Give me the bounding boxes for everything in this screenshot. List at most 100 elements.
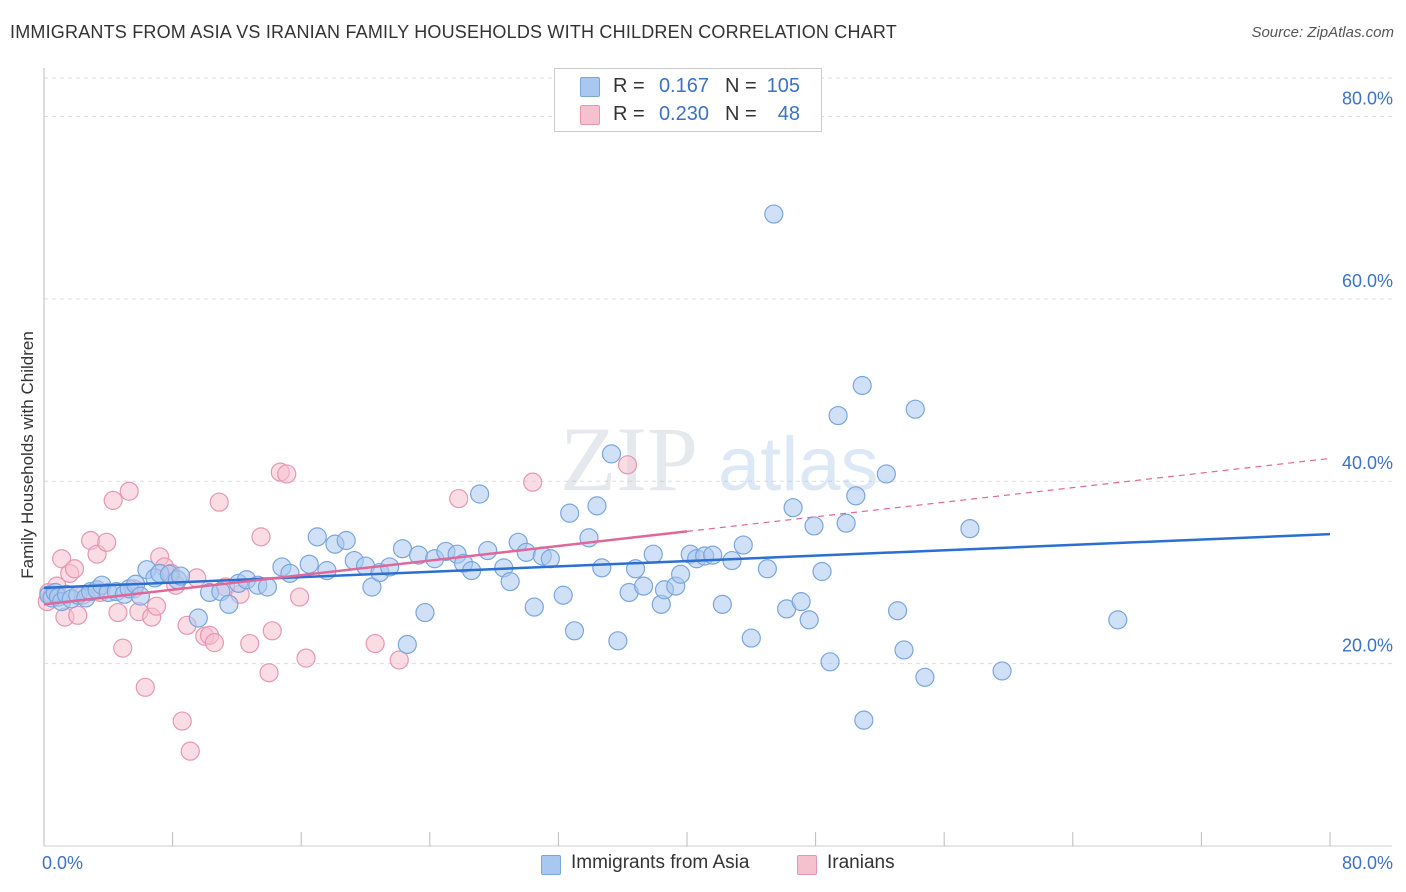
iranians-point (204, 633, 224, 653)
asia-point (670, 564, 691, 584)
series-iranians-points (37, 455, 638, 761)
asia-point (470, 484, 490, 504)
n-label: N = (725, 75, 757, 97)
asia-point (791, 592, 811, 612)
n-value: 105 (766, 75, 800, 97)
iranians-point (523, 472, 543, 492)
asia-point (601, 444, 622, 464)
series-asia-points (39, 204, 1128, 730)
x-ticks (43, 832, 1331, 846)
asia-point (564, 621, 585, 641)
asia-point (1108, 610, 1128, 630)
asia-point (820, 652, 840, 672)
asia-point (608, 631, 628, 651)
asia-point (219, 594, 239, 614)
iranians-point (172, 711, 192, 731)
iranians-point (251, 527, 271, 547)
asia-point (804, 516, 824, 536)
iranians-point (103, 490, 123, 510)
x-tick-label-max: 80.0% (1342, 853, 1393, 873)
asia-point (587, 496, 607, 516)
trend-lines (43, 457, 1331, 606)
legend-label: Immigrants from Asia (571, 852, 750, 873)
iranians-trend-line (43, 530, 688, 606)
asia-point (757, 559, 777, 579)
asia-point (171, 566, 191, 586)
stats-row-asia: R = 0.167 N = 105 (555, 72, 821, 100)
asia-point (540, 549, 560, 569)
asia-point (130, 586, 151, 606)
asia-point (799, 610, 819, 630)
asia-point (362, 577, 382, 597)
iranians-point (64, 559, 85, 579)
iranians-point (209, 492, 229, 512)
iranians-point (389, 650, 409, 670)
stats-row-iranians: R = 0.230 N = 48 (555, 100, 821, 128)
iranians-point (187, 568, 207, 588)
asia-point (280, 563, 300, 583)
asia-point (643, 544, 663, 564)
asia-point (336, 530, 356, 551)
asia-point (876, 464, 896, 484)
stats-box: R = 0.167 N = 105 R = 0.230 N = 48 (554, 68, 822, 132)
asia-point (397, 634, 417, 655)
pink-swatch (580, 105, 600, 125)
y-tick-label: 60.0% (1342, 271, 1393, 291)
iranians-point (119, 481, 139, 501)
legend: Immigrants from Asia Iranians (0, 852, 1406, 878)
asia-point (712, 594, 732, 614)
iranians-point (180, 741, 200, 761)
iranians-point (449, 488, 469, 509)
asia-point (852, 375, 872, 396)
asia-point (478, 540, 498, 561)
blue-swatch (541, 855, 561, 875)
asia-point (592, 558, 612, 578)
asia-point (854, 710, 874, 730)
asia-point (516, 542, 536, 562)
x-tick-labels: 0.0% 80.0% (42, 853, 1393, 873)
iranians-point (52, 549, 72, 569)
pink-swatch (797, 855, 817, 875)
asia-point (560, 503, 580, 523)
asia-point (828, 405, 848, 426)
blue-swatch (580, 77, 600, 97)
asia-point (764, 204, 784, 224)
y-tick-label: 20.0% (1342, 636, 1393, 656)
x-tick-label-min: 0.0% (42, 853, 83, 873)
y-tick-labels: 20.0% 40.0% 60.0% 80.0% (1342, 88, 1393, 655)
asia-point (783, 498, 803, 518)
iranians-point (240, 633, 260, 654)
iranians-point (289, 587, 310, 607)
asia-point (524, 597, 544, 617)
iranians-point (135, 677, 155, 697)
iranians-point (617, 455, 638, 475)
iranians-trend-extension (686, 457, 1331, 532)
chart-title: IMMIGRANTS FROM ASIA VS IRANIAN FAMILY H… (10, 22, 897, 42)
asia-point (307, 527, 327, 547)
asia-point (733, 535, 753, 555)
asia-point (633, 576, 654, 596)
iranians-point (146, 596, 167, 616)
r-label: R = (613, 103, 645, 125)
asia-point (836, 513, 856, 533)
iranians-point (68, 605, 88, 625)
iranians-point (108, 602, 128, 623)
asia-point (500, 571, 520, 592)
iranians-point (277, 464, 297, 484)
iranians-point (262, 621, 282, 641)
asia-point (812, 561, 832, 582)
source-label: Source: ZipAtlas.com (1251, 24, 1394, 41)
r-value: 0.167 (658, 75, 709, 97)
y-tick-label: 80.0% (1342, 88, 1393, 108)
asia-point (741, 628, 761, 648)
asia-point (392, 539, 413, 559)
r-label: R = (613, 75, 645, 97)
legend-label: Iranians (827, 852, 895, 873)
n-label: N = (725, 103, 757, 125)
asia-point (188, 608, 208, 628)
asia-point (960, 519, 980, 539)
iranians-point (365, 633, 385, 654)
r-value: 0.230 (658, 103, 709, 125)
axes (43, 68, 1392, 847)
